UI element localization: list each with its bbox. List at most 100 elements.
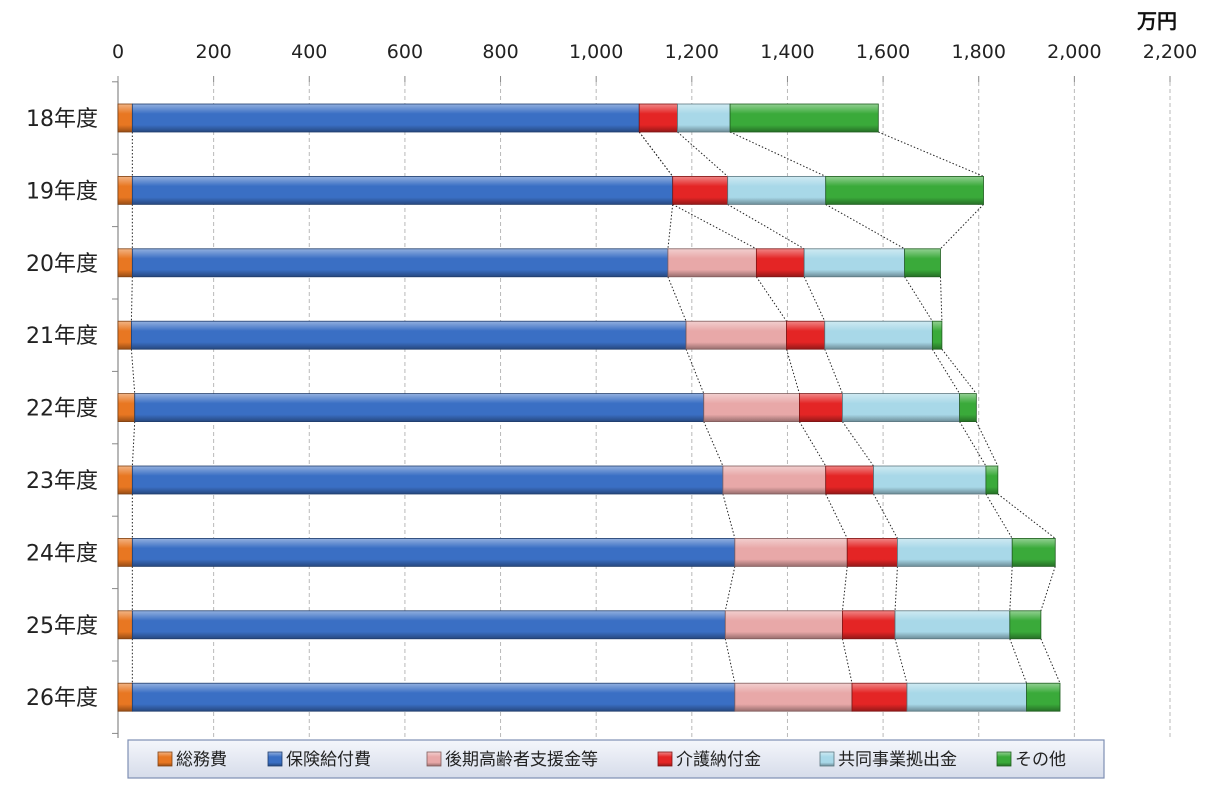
- bar-segment: [825, 465, 874, 495]
- bar-segment: [727, 175, 827, 205]
- series-line: [685, 349, 705, 394]
- x-tick-label: 2,200: [1143, 41, 1197, 63]
- x-tick-label: 600: [387, 41, 423, 63]
- series-line: [842, 421, 874, 467]
- series-line: [1009, 566, 1013, 611]
- x-tick-label: 1,200: [665, 41, 719, 63]
- bar-segment: [734, 538, 848, 567]
- legend-label: 総務費: [176, 750, 227, 770]
- series-line: [677, 131, 729, 177]
- series-line: [755, 276, 787, 322]
- series-line: [130, 349, 136, 394]
- series-line: [667, 204, 674, 249]
- bar-segment: [803, 248, 906, 278]
- bar-segment: [117, 175, 133, 205]
- series-line: [724, 638, 736, 684]
- legend-box: [127, 739, 1105, 779]
- bar-segment: [117, 682, 133, 712]
- bar-segment: [842, 393, 960, 423]
- x-tick-label: 800: [482, 41, 518, 63]
- legend-swatch: [657, 751, 673, 767]
- bar-segment: [703, 393, 800, 423]
- category-label: 19年度: [26, 179, 98, 204]
- series-line: [703, 421, 724, 467]
- bar-segment: [904, 248, 941, 278]
- x-tick-label: 1,000: [569, 41, 623, 63]
- legend-swatch: [267, 751, 283, 767]
- bar-segment: [897, 538, 1013, 567]
- bar-segment: [117, 103, 133, 133]
- series-line: [959, 421, 987, 467]
- bar-segment: [799, 393, 843, 423]
- x-tick-label: 200: [196, 41, 232, 63]
- bar-segment: [131, 465, 724, 495]
- bar-segment: [931, 320, 943, 350]
- bar-segment: [131, 610, 726, 640]
- bar-segment: [722, 465, 827, 495]
- series-line: [985, 493, 1013, 539]
- bar-segment: [672, 175, 729, 205]
- bar-segment: [894, 610, 1011, 640]
- series-line: [894, 566, 898, 611]
- bar-segment: [134, 393, 705, 423]
- x-tick-label: 1,600: [856, 41, 910, 63]
- bar-segment: [1011, 538, 1056, 567]
- series-line: [724, 566, 736, 611]
- bar-segment: [131, 682, 736, 712]
- legend-label: その他: [1015, 750, 1066, 770]
- bar-segment: [906, 682, 1027, 712]
- bar-segment: [846, 538, 898, 567]
- legend-label: 共同事業拠出金: [838, 750, 957, 770]
- x-tick-label: 400: [291, 41, 327, 63]
- category-label: 25年度: [26, 614, 98, 639]
- legend-swatch: [819, 751, 835, 767]
- category-label: 22年度: [26, 397, 98, 422]
- connector-lines: [130, 131, 1061, 684]
- legend-swatch: [996, 751, 1012, 767]
- bar-segment: [667, 248, 757, 278]
- bar-segment: [985, 465, 999, 495]
- bar-segment: [786, 320, 826, 350]
- legend-label: 後期高齢者支援金等: [445, 750, 598, 770]
- legend-swatch: [426, 751, 442, 767]
- series-line: [825, 203, 905, 250]
- x-tick-label: 0: [112, 41, 124, 63]
- bar-segment: [824, 320, 933, 350]
- bar-segment: [959, 393, 977, 423]
- bar-segment: [729, 103, 879, 133]
- bar-segment: [677, 103, 731, 133]
- bar-segment: [117, 465, 133, 495]
- bar-segment: [755, 248, 805, 278]
- series-line: [722, 493, 736, 539]
- bar-segment: [131, 175, 674, 205]
- series-line: [904, 276, 933, 322]
- series-line: [931, 348, 961, 394]
- bar-segment: [638, 103, 678, 133]
- series-line: [975, 421, 999, 467]
- series-line: [672, 203, 757, 250]
- bar-segment: [842, 610, 896, 640]
- series-line: [939, 276, 943, 322]
- category-label: 24年度: [26, 541, 98, 566]
- bar-segment: [131, 103, 640, 133]
- bar-segment: [851, 682, 908, 712]
- series-line: [873, 493, 898, 539]
- bar-segment: [734, 682, 853, 712]
- bar-segment: [117, 538, 133, 567]
- category-label: 26年度: [26, 686, 98, 711]
- bar-segment: [1009, 610, 1042, 640]
- bar-segment: [117, 393, 136, 423]
- x-tick-label: 1,400: [760, 41, 814, 63]
- series-line: [878, 131, 984, 177]
- series-line: [667, 276, 687, 322]
- labels: 0 200 400 600 800 1,000 1,200 1,400 1,600 1,800 2,…: [26, 41, 1197, 711]
- bar-segment: [130, 320, 687, 350]
- bar-segment: [1026, 682, 1061, 712]
- series-line: [940, 204, 984, 250]
- category-label: 23年度: [26, 469, 98, 494]
- category-label: 21年度: [26, 324, 98, 349]
- series-line: [941, 348, 977, 394]
- bar-segment: [825, 175, 984, 205]
- bar-segment: [685, 320, 787, 350]
